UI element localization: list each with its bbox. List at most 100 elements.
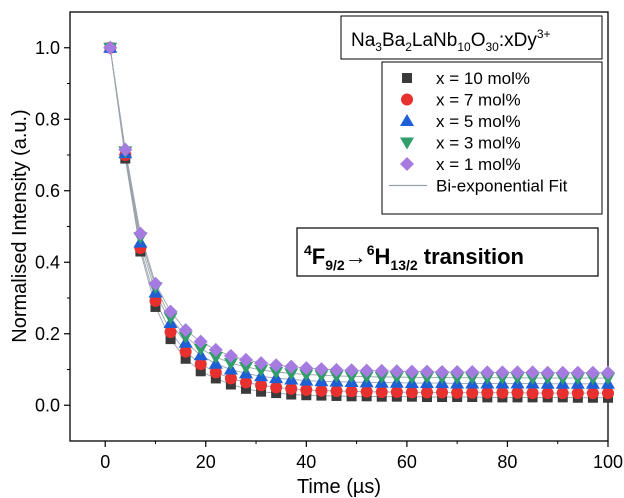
- data-point: [223, 358, 238, 371]
- data-point: [118, 142, 133, 157]
- data-point: [223, 348, 238, 363]
- data-point: [163, 304, 178, 319]
- data-point: [238, 361, 253, 374]
- data-point: [585, 365, 600, 380]
- data-point: [374, 363, 389, 378]
- data-point: [180, 353, 191, 364]
- data-point: [300, 383, 313, 396]
- data-point: [345, 385, 358, 398]
- data-point: [404, 364, 419, 379]
- data-point: [525, 365, 540, 380]
- x-tick-label: 40: [296, 452, 316, 472]
- data-point: [299, 361, 314, 376]
- data-point: [285, 382, 298, 395]
- data-point: [602, 387, 614, 400]
- data-point: [179, 345, 192, 358]
- legend-marker: [400, 114, 414, 126]
- data-point: [254, 356, 269, 371]
- data-point: [329, 370, 344, 383]
- data-point: [133, 226, 148, 241]
- data-point: [451, 386, 464, 399]
- legend-marker: [402, 73, 412, 83]
- y-tick-label: 0.2: [35, 324, 60, 344]
- x-tick-label: 20: [196, 452, 216, 472]
- data-point: [209, 366, 222, 379]
- data-point: [164, 325, 177, 338]
- y-tick-label: 0.4: [35, 252, 60, 272]
- data-point: [511, 386, 524, 399]
- data-point: [570, 365, 585, 380]
- data-point: [360, 385, 373, 398]
- data-point: [375, 386, 388, 399]
- fit-curves: [109, 47, 608, 399]
- fit-line: [109, 47, 608, 374]
- data-point: [555, 365, 570, 380]
- title-box: [340, 15, 603, 60]
- data-point: [178, 331, 193, 344]
- data-point: [255, 379, 268, 392]
- data-point: [571, 387, 584, 400]
- data-point: [178, 323, 193, 338]
- data-point: [329, 362, 344, 377]
- data-point: [466, 386, 479, 399]
- data-point: [163, 312, 178, 325]
- legend-marker: [401, 93, 413, 106]
- data-point: [239, 376, 252, 389]
- data-point: [103, 40, 118, 55]
- data-point: [419, 364, 434, 379]
- x-tick-label: 60: [397, 452, 417, 472]
- fit-line: [109, 47, 608, 385]
- data-point: [586, 387, 599, 400]
- x-tick-label: 100: [593, 452, 623, 472]
- data-point: [496, 386, 509, 399]
- legend: x = 10 mol% x = 7 mol% x = 5 mol% x = 3 mol…: [389, 69, 568, 196]
- data-point: [390, 386, 403, 399]
- data-point: [238, 352, 253, 367]
- data-point: [359, 371, 374, 384]
- data-markers: [103, 40, 615, 403]
- data-point: [481, 386, 494, 399]
- data-point: [344, 371, 359, 384]
- transition-label: 4F9/2→6H13/2 transition: [304, 242, 524, 273]
- axis-ticks: 0 20 40 60 80 100 0.0 0.2 0.4 0.6 0.8 1.0: [35, 38, 623, 472]
- data-point: [148, 276, 163, 291]
- data-point: [526, 387, 539, 400]
- data-point: [256, 386, 267, 397]
- data-point: [165, 334, 176, 345]
- data-point: [194, 358, 207, 371]
- y-tick-label: 0.8: [35, 109, 60, 129]
- data-point: [225, 379, 236, 390]
- legend-label: x = 3 mol%: [436, 134, 521, 153]
- data-point: [540, 365, 555, 380]
- legend-label: Bi-exponential Fit: [436, 177, 568, 196]
- data-point: [330, 384, 343, 397]
- data-point: [601, 365, 615, 380]
- data-point: [254, 364, 269, 377]
- legend-box: [381, 61, 603, 215]
- chart-title: Na3Ba2LaNb10O30:xDy3+: [351, 27, 551, 54]
- data-point: [210, 373, 221, 384]
- data-point: [149, 294, 162, 307]
- data-point: [374, 372, 389, 385]
- data-point: [405, 386, 418, 399]
- data-point: [270, 381, 283, 394]
- legend-marker: [400, 157, 414, 171]
- data-point: [193, 343, 208, 356]
- data-point: [420, 386, 433, 399]
- data-point: [389, 364, 404, 379]
- data-point: [541, 387, 554, 400]
- legend-marker: [400, 137, 414, 150]
- legend-label: x = 5 mol%: [436, 112, 521, 131]
- fit-line: [109, 47, 608, 394]
- data-point: [344, 363, 359, 378]
- data-point: [495, 365, 510, 380]
- data-point: [208, 351, 223, 364]
- data-point: [315, 384, 328, 397]
- fit-line: [109, 47, 608, 379]
- x-tick-label: 80: [497, 452, 517, 472]
- data-point: [269, 358, 284, 373]
- data-point: [314, 370, 329, 383]
- y-tick-label: 0.0: [35, 395, 60, 415]
- data-point: [510, 365, 525, 380]
